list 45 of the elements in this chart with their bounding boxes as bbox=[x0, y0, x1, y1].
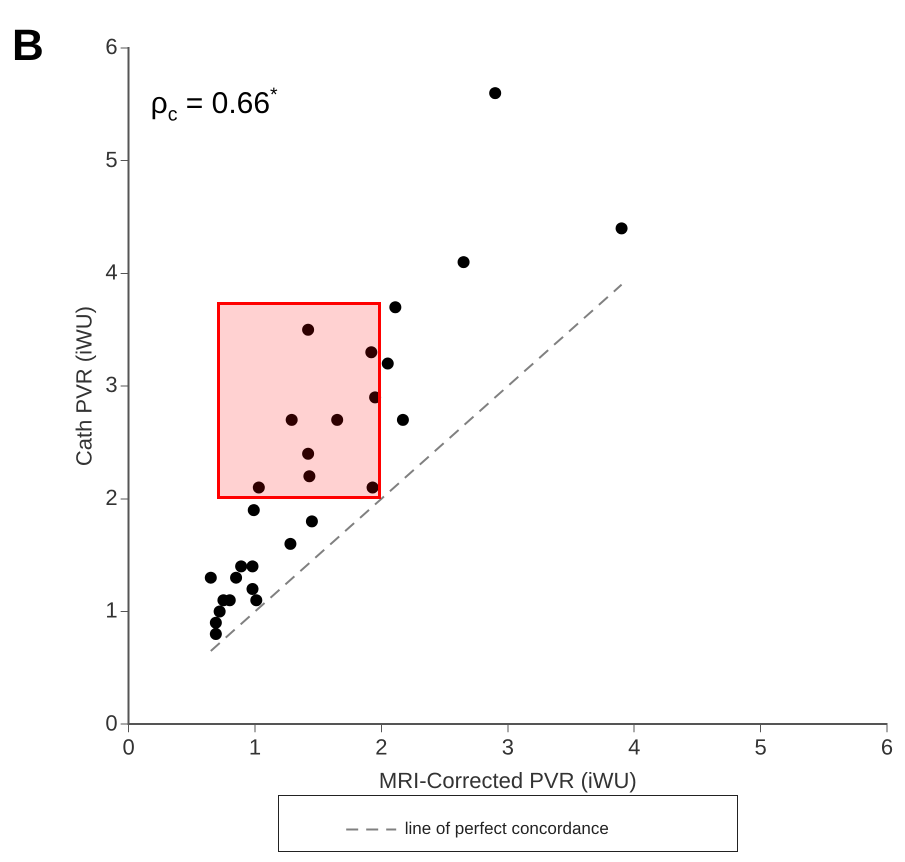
point bbox=[306, 515, 318, 528]
point bbox=[458, 256, 470, 268]
point bbox=[302, 324, 314, 336]
x-tick-label: 4 bbox=[628, 734, 640, 760]
point bbox=[302, 448, 314, 460]
point bbox=[284, 538, 296, 550]
y-tick-label: 6 bbox=[105, 34, 118, 60]
y-tick-label: 0 bbox=[105, 710, 118, 736]
point bbox=[210, 616, 222, 629]
y-tick-label: 5 bbox=[105, 146, 118, 172]
point bbox=[252, 482, 265, 494]
point bbox=[235, 560, 248, 572]
y-tick-label: 4 bbox=[105, 259, 118, 284]
point bbox=[303, 470, 316, 482]
y-tick-label: 2 bbox=[105, 484, 118, 510]
point bbox=[248, 504, 260, 516]
point bbox=[230, 572, 242, 584]
point bbox=[369, 391, 382, 404]
chart-title: B bbox=[12, 21, 44, 70]
point bbox=[382, 358, 394, 370]
point bbox=[616, 222, 628, 234]
point bbox=[214, 606, 226, 618]
point bbox=[286, 414, 298, 426]
x-axis-title: MRI-Corrected PVR (iWU) bbox=[378, 768, 637, 793]
x-tick-label: 5 bbox=[754, 734, 767, 760]
y-tick-label: 1 bbox=[105, 598, 118, 623]
point bbox=[246, 560, 258, 572]
y-axis-title: Cath PVR (iWU) bbox=[71, 306, 96, 466]
point bbox=[365, 346, 378, 358]
point bbox=[366, 482, 379, 494]
point bbox=[250, 594, 262, 606]
point bbox=[389, 301, 402, 314]
y-tick-label: 3 bbox=[105, 372, 118, 398]
point bbox=[331, 414, 344, 426]
point bbox=[246, 582, 258, 595]
x-tick-label: 0 bbox=[122, 734, 135, 760]
legend-label: line of perfect concordance bbox=[404, 819, 609, 838]
x-tick-label: 6 bbox=[880, 734, 894, 760]
x-tick-label: 2 bbox=[375, 734, 388, 760]
point bbox=[489, 87, 502, 100]
x-tick-label: 1 bbox=[248, 734, 262, 760]
x-tick-label: 3 bbox=[502, 734, 514, 760]
point bbox=[396, 414, 409, 426]
point bbox=[210, 628, 222, 640]
point bbox=[204, 572, 217, 584]
